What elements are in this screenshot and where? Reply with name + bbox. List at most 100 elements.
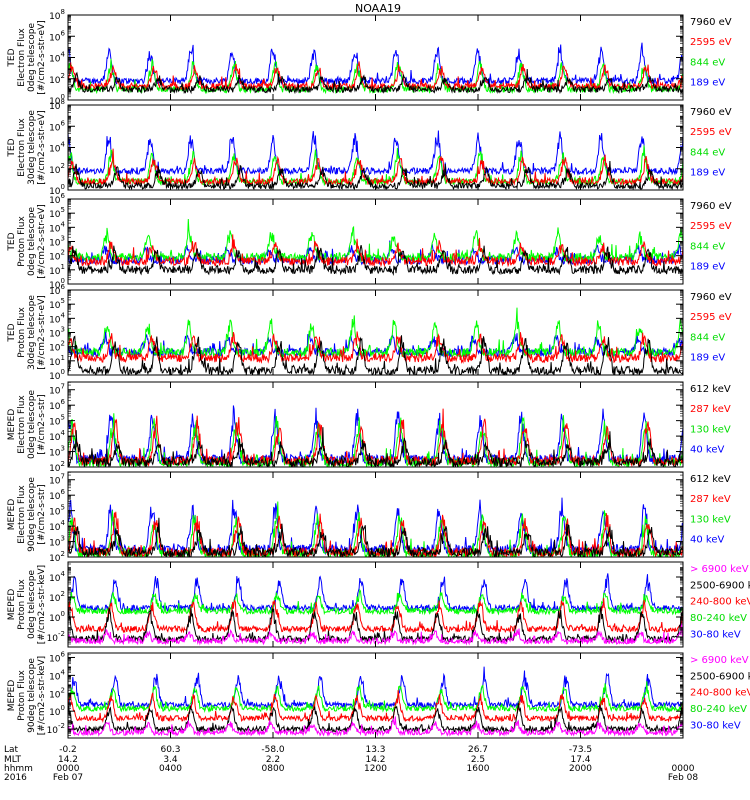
series-line [68,666,683,710]
legend-label: 240-800 keV [690,688,750,699]
legend-label: 30-80 keV [690,720,741,731]
panel-frame [67,652,684,739]
y-tick-label: 104 [49,570,65,584]
y-tick-label: 103 [49,235,65,249]
y-tick-label: 100 [49,368,65,382]
y-tick-label: 102 [49,686,65,700]
y-tick-label: 101 [49,354,65,368]
y-tick-label: 102 [49,72,65,86]
footer-row-label: hhmm [4,764,33,774]
series-line [68,244,683,276]
y-axis-label: TEDElectron Flux30deg telescope[#/cm2-s-… [7,110,47,185]
y-tick-label: 106 [49,29,65,43]
y-tick-label: 100 [49,277,65,291]
legend-label: 240-800 keV [690,597,750,608]
series-line [68,331,683,364]
footer-lat: -0.2 [59,745,77,755]
y-tick-label: 106 [49,283,65,297]
footer-hhmm: 1200 [364,764,387,774]
series-line [68,573,683,613]
y-tick-label: 103 [49,535,65,549]
series-line [68,234,683,268]
footer-row-label: 2016 [4,773,27,783]
panel-frame [67,381,684,468]
footer-date: Feb 08 [668,773,699,783]
legend-label: 2500-6900 keV [690,580,750,591]
y-tick-label: 106 [49,119,65,133]
legend-label: 2595 eV [690,37,732,48]
footer-mlt: 17.4 [570,755,590,765]
series-line [68,497,683,556]
footer-lat: 26.7 [468,745,488,755]
y-tick-label: 102 [49,249,65,263]
series-line [68,42,683,86]
footer-lat: -73.5 [569,745,592,755]
footer-hhmm: 0000 [57,764,80,774]
footer-lat: 13.3 [365,745,385,755]
legend-label: 7960 eV [690,17,732,28]
panel-frame [67,198,684,285]
footer-hhmm: 0400 [159,764,182,774]
y-tick-label: 105 [49,504,65,518]
y-tick-label: 104 [49,311,65,325]
series-line [68,588,683,616]
legend-label: 844 eV [690,241,725,252]
footer-mlt: 2.2 [266,755,280,765]
series-line [68,58,683,95]
legend-label: 287 keV [690,494,731,505]
y-tick-label: 102 [49,460,65,474]
y-axis-label: MEPEDProton Flux0deg telescope[#/cm2-s-s… [7,565,47,644]
legend-label: 40 keV [690,535,724,546]
y-axis-label: TEDProton Flux30deg telescope[#/cm2-s-st… [7,295,47,370]
series-line [68,68,683,95]
footer-row-label: MLT [4,755,22,765]
y-tick-label: 10-2 [47,630,65,644]
legend-label: 2595 eV [690,221,732,232]
legend-label: 130 keV [690,424,731,435]
y-tick-label: 102 [49,340,65,354]
y-tick-label: 104 [49,668,65,682]
legend-label: 7960 eV [690,107,732,118]
y-axis-label: MEPEDProton Flux90deg telescope[#/cm2-s-… [7,656,47,735]
legend-label: 612 keV [690,384,731,395]
y-tick-label: 104 [49,429,65,443]
y-axis-label: TEDElectron Flux0deg telescope[#/cm2-s-s… [7,20,47,95]
footer-row-label: Lat [4,745,19,755]
y-axis-label: MEPEDElectron Flux0deg telescope[#/cm2-s… [7,390,47,460]
legend-label: 80-240 keV [690,704,747,715]
y-tick-label: 104 [49,51,65,65]
footer-lat: 60.3 [160,745,180,755]
y-tick-label: 106 [49,398,65,412]
series-line [68,681,683,713]
footer-mlt: 14.2 [365,755,385,765]
series-line [68,130,683,176]
footer-lat: -58.0 [261,745,285,755]
footer-mlt: 3.4 [163,755,178,765]
series-line [68,716,683,737]
y-tick-label: 103 [49,445,65,459]
series-line [68,405,683,466]
y-tick-label: 105 [49,297,65,311]
chart-title: NOAA19 [355,2,401,15]
footer-date: Feb 07 [53,773,83,783]
legend-label: > 6900 keV [690,564,749,575]
y-tick-label: 106 [49,192,65,206]
footer-mlt: 14.2 [58,755,78,765]
legend-label: 189 eV [690,78,725,89]
y-tick-label: 103 [49,326,65,340]
footer-mlt: 2.5 [471,755,485,765]
footer-hhmm: 1600 [467,764,490,774]
legend-label: 844 eV [690,147,725,158]
y-tick-label: 108 [49,8,65,22]
y-tick-label: 101 [49,263,65,277]
legend-label: 189 eV [690,262,725,273]
y-tick-label: 105 [49,206,65,220]
y-tick-label: 10-2 [47,722,65,736]
